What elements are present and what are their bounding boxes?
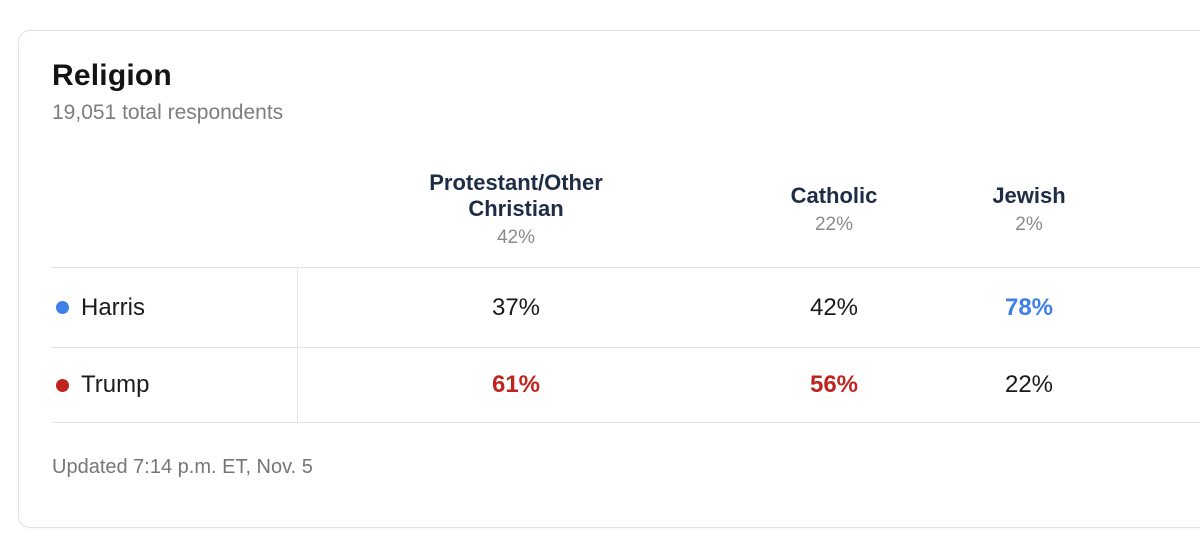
column-header-jewish: Jewish 2% xyxy=(934,183,1124,237)
value-cell-leader: 78% xyxy=(1004,293,1054,321)
total-respondents: 19,051 total respondents xyxy=(52,101,284,124)
candidate-cell-harris: Harris xyxy=(52,268,298,347)
value-cell: 42% xyxy=(809,293,859,321)
value-cell-leader: 56% xyxy=(809,371,859,398)
column-label: Protestant/Other Christian xyxy=(429,169,603,221)
harris-dot-icon xyxy=(56,301,69,314)
table-header-row: Protestant/Other Christian 42% Catholic … xyxy=(52,125,1200,268)
column-share: 22% xyxy=(814,214,854,236)
candidate-cell-trump: Trump xyxy=(52,348,298,422)
value-cell-leader: 61% xyxy=(491,371,541,398)
value-cell: 22% xyxy=(1004,371,1054,398)
candidate-name: Trump xyxy=(81,371,150,398)
column-header-protestant: Protestant/Other Christian 42% xyxy=(298,170,734,250)
table-row-harris: Harris 37% 42% 78% xyxy=(52,268,1200,347)
trump-dot-icon xyxy=(56,378,69,392)
column-share: 42% xyxy=(496,227,536,249)
column-label: Catholic xyxy=(790,182,878,208)
results-table: Protestant/Other Christian 42% Catholic … xyxy=(52,125,1200,423)
table-row-trump: Trump 61% 56% 22% xyxy=(52,347,1200,423)
column-share: 2% xyxy=(1015,214,1043,236)
column-label: Jewish xyxy=(992,182,1066,208)
page-title: Religion xyxy=(52,59,172,92)
column-header-catholic: Catholic 22% xyxy=(734,183,934,237)
exit-poll-card: Religion 19,051 total respondents Protes… xyxy=(18,30,1200,528)
candidate-name: Harris xyxy=(81,293,145,321)
value-cell: 37% xyxy=(491,293,541,321)
updated-timestamp: Updated 7:14 p.m. ET, Nov. 5 xyxy=(52,456,313,478)
